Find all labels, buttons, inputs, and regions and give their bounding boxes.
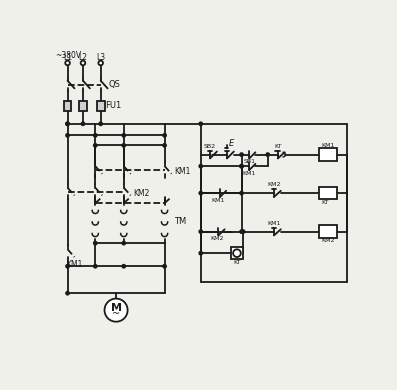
Text: M: M (111, 303, 121, 313)
Circle shape (81, 61, 85, 65)
Circle shape (104, 299, 127, 322)
Circle shape (199, 252, 202, 255)
Circle shape (122, 241, 125, 245)
Circle shape (240, 165, 243, 168)
Circle shape (66, 291, 69, 295)
Circle shape (94, 264, 97, 268)
Text: L3: L3 (96, 53, 105, 62)
Text: KM1: KM1 (243, 170, 256, 176)
Text: ~380V: ~380V (55, 51, 81, 60)
Circle shape (199, 230, 202, 233)
Circle shape (163, 134, 166, 137)
Circle shape (98, 61, 103, 65)
Bar (79, 101, 87, 111)
Circle shape (240, 230, 243, 233)
Bar (231, 247, 243, 259)
Text: KT: KT (322, 200, 329, 205)
Text: ~: ~ (112, 309, 120, 319)
Text: SB1: SB1 (243, 159, 255, 164)
Circle shape (66, 264, 69, 268)
Text: FU1: FU1 (105, 101, 121, 110)
Bar (97, 101, 104, 111)
Text: SB2: SB2 (204, 144, 216, 149)
Bar (318, 187, 337, 199)
Circle shape (199, 122, 202, 126)
Text: KM2: KM2 (210, 236, 224, 241)
Circle shape (66, 122, 69, 126)
Text: KM1: KM1 (322, 143, 335, 148)
Text: KM1: KM1 (212, 197, 225, 202)
Text: KM2: KM2 (322, 238, 335, 243)
Text: KM1: KM1 (174, 167, 190, 176)
Text: KM1: KM1 (66, 260, 83, 269)
Circle shape (233, 249, 241, 257)
Circle shape (240, 165, 243, 168)
Circle shape (163, 264, 166, 268)
Text: KT: KT (274, 144, 281, 149)
Circle shape (266, 153, 270, 156)
Text: L2: L2 (79, 53, 87, 62)
Text: KT: KT (233, 260, 241, 265)
Circle shape (99, 122, 102, 126)
Circle shape (199, 165, 202, 168)
Text: TM: TM (174, 217, 186, 226)
Circle shape (81, 122, 85, 126)
Text: KM1: KM1 (267, 221, 281, 226)
Circle shape (94, 134, 97, 137)
Circle shape (122, 134, 125, 137)
Circle shape (94, 241, 97, 245)
Circle shape (199, 191, 202, 195)
Text: KM2: KM2 (133, 189, 149, 198)
Text: KM2: KM2 (267, 182, 281, 187)
Bar (318, 225, 337, 238)
Circle shape (163, 144, 166, 147)
Text: QS: QS (108, 80, 120, 89)
Circle shape (122, 144, 125, 147)
Circle shape (240, 191, 243, 195)
Circle shape (241, 230, 245, 233)
Circle shape (240, 153, 243, 156)
Circle shape (122, 264, 125, 268)
Bar (318, 149, 337, 161)
Text: L1: L1 (63, 53, 72, 62)
Circle shape (94, 144, 97, 147)
Circle shape (66, 134, 69, 137)
Circle shape (66, 122, 69, 126)
Text: E: E (229, 139, 234, 148)
Bar (64, 101, 71, 111)
Circle shape (65, 61, 70, 65)
